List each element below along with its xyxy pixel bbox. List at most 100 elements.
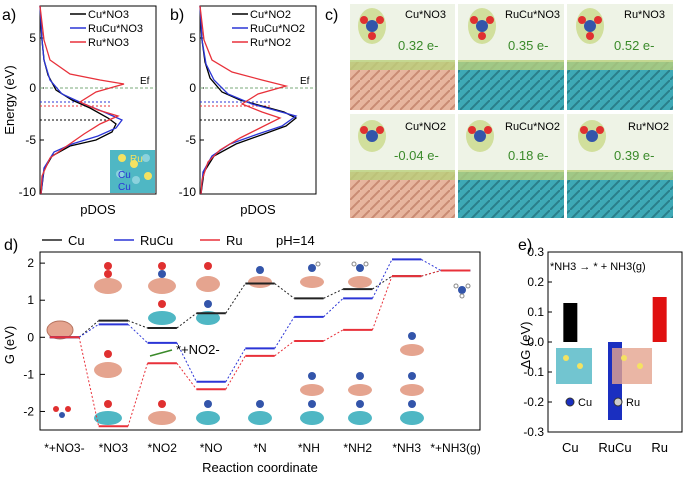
legend-item: Cu xyxy=(68,233,85,248)
panel-a-xlabel: pDOS xyxy=(80,202,116,217)
bar-cu xyxy=(563,303,578,342)
dos-curve-ru xyxy=(199,5,289,195)
panel-d-legend: Cu RuCu Ru pH=14 xyxy=(42,233,315,248)
series-connector-ru xyxy=(176,362,197,390)
charge-cell-3: Ru*NO3 0.52 e- xyxy=(567,4,673,110)
y-tick-label: 1 xyxy=(27,293,34,307)
dos-curve-ru xyxy=(39,5,125,195)
legend-item: Ru*NO3 xyxy=(88,37,129,49)
cell-charge: 0.52 e- xyxy=(614,38,654,53)
panel-a-inset: Ru Cu Cu xyxy=(110,150,155,193)
panel-e-xticks: Cu RuCu Ru xyxy=(562,440,668,455)
inset-label: Ru xyxy=(130,154,143,165)
legend-item: Cu*NO2 xyxy=(250,9,291,21)
cell-title: Ru*NO3 xyxy=(624,9,665,21)
legend-item: RuCu xyxy=(140,233,173,248)
series-connector-cu xyxy=(176,312,197,329)
x-tick-label: RuCu xyxy=(598,440,631,455)
panel-b-frame xyxy=(199,5,317,195)
charge-cell-5: RuCu*NO2 0.18 e- xyxy=(458,114,564,218)
y-tick-label: -0.3 xyxy=(523,425,544,439)
series-connector-cu xyxy=(127,320,148,329)
inset-label: Cu xyxy=(118,182,131,193)
y-tick-label: -0.2 xyxy=(523,395,544,409)
series-connector-cu xyxy=(274,283,295,299)
series-connector-rucu xyxy=(421,258,442,271)
no2-arrow xyxy=(149,349,173,357)
series-connector-rucu xyxy=(78,323,99,338)
legend-item: Ru xyxy=(226,233,243,248)
cell-charge: 0.18 e- xyxy=(508,148,548,163)
series-connector-cu xyxy=(323,288,344,299)
y-tick: 0 xyxy=(189,81,196,95)
bar-ru xyxy=(652,297,667,342)
dos-curve-rucu xyxy=(199,5,298,195)
y-tick-label: 0.1 xyxy=(527,305,544,319)
x-tick-label: Cu xyxy=(562,440,579,455)
cell-title: Ru*NO2 xyxy=(628,121,669,133)
y-tick-label: 0.3 xyxy=(527,245,544,259)
panel-d-ylabel: G (eV) xyxy=(2,326,17,364)
x-tick-label: *NH xyxy=(298,441,320,455)
cell-charge: 0.39 e- xyxy=(614,148,654,163)
panel-b-xlabel: pDOS xyxy=(240,202,276,217)
series-connector-ru xyxy=(371,275,393,331)
series-connector-ru xyxy=(78,337,100,427)
cell-title: RuCu*NO3 xyxy=(505,9,560,21)
dos-curve-cu xyxy=(199,5,298,195)
x-tick-label: *+NH3(g) xyxy=(430,441,480,455)
series-connector-ru xyxy=(421,270,442,277)
y-tick: 5 xyxy=(189,31,196,45)
panel-d: d) Cu RuCu Ru pH=14 G (eV) 2 1 0 -1 -2 *+NO3… xyxy=(2,233,481,475)
series-connector-cu xyxy=(78,320,99,338)
fermi-label: Ef xyxy=(300,76,310,87)
panel-d-label: d) xyxy=(4,237,18,254)
y-tick: -5 xyxy=(185,133,196,147)
panel-c-label: c) xyxy=(325,7,338,24)
panel-a-label: a) xyxy=(2,7,16,24)
panel-d-frame xyxy=(39,251,481,431)
cell-title: RuCu*NO2 xyxy=(505,121,560,133)
y-tick-label: 0 xyxy=(27,330,34,344)
y-tick: -10 xyxy=(19,185,37,199)
series-connector-rucu xyxy=(127,323,148,344)
fermi-label: Ef xyxy=(140,76,150,87)
panel-e-title: *NH3 → * + NH3(g) xyxy=(550,261,646,273)
charge-cell-2: RuCu*NO3 0.35 e- xyxy=(458,4,564,110)
x-tick-label: *NH2 xyxy=(343,441,372,455)
y-tick: 0 xyxy=(29,81,36,95)
adsorbate-illustrations xyxy=(46,261,471,425)
panel-e-label: e) xyxy=(518,237,532,254)
y-tick: 5 xyxy=(29,31,36,45)
x-tick-label: Ru xyxy=(651,440,668,455)
legend-item: RuCu*NO3 xyxy=(88,23,143,35)
y-tick-label: -2 xyxy=(23,404,34,418)
x-tick-label: *NO2 xyxy=(148,441,178,455)
cell-charge: 0.35 e- xyxy=(508,38,548,53)
charge-cell-6: Ru*NO2 0.39 e- xyxy=(567,114,673,218)
y-tick-label: 0.2 xyxy=(527,275,544,289)
y-tick-label: 2 xyxy=(27,256,34,270)
panel-d-xticks: *+NO3- *NO3 *NO2 *NO *N *NH *NH2 *NH3 *+NH3(g) xyxy=(44,441,480,455)
series-connector-ru xyxy=(274,340,295,357)
panel-e: e) ΔG (eV) *NH3 → * + NH3(g) 0.30.20.10.… xyxy=(518,237,683,455)
series-connector-rucu xyxy=(225,348,246,383)
y-tick-label: -0.1 xyxy=(523,365,544,379)
inset-label: Cu xyxy=(118,170,131,181)
series-connector-rucu xyxy=(176,342,197,383)
panel-a-ylabel: Energy (eV) xyxy=(2,65,17,134)
y-tick: -5 xyxy=(25,133,36,147)
y-tick-label: 0.0 xyxy=(527,335,544,349)
cell-title: Cu*NO2 xyxy=(405,121,446,133)
cell-title: Cu*NO3 xyxy=(405,9,446,21)
charge-cell-1: Cu*NO3 0.32 e- xyxy=(350,4,455,110)
panel-d-xlabel: Reaction coordinate xyxy=(202,460,318,475)
series-connector-ru xyxy=(127,363,149,427)
dos-curve-rucu xyxy=(39,5,124,195)
no2-annotation: *+NO2- xyxy=(176,342,220,357)
panel-c: c) Cu*NO3 0.32 e- RuCu*NO3 0.35 e- Ru*NO xyxy=(325,4,673,218)
legend-item: Cu*NO3 xyxy=(88,9,129,21)
series-connector-rucu xyxy=(323,297,344,318)
panel-a-legend: Cu*NO3 RuCu*NO3 Ru*NO3 xyxy=(70,9,143,49)
series-connector-rucu xyxy=(371,259,393,299)
